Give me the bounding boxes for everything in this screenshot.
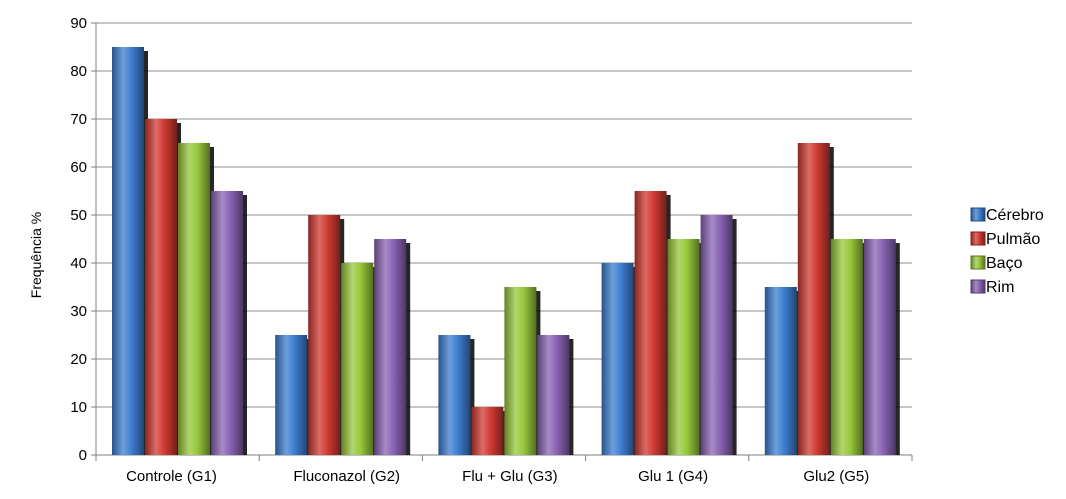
x-tick-label: Glu 1 (G4)	[638, 468, 708, 485]
bar	[178, 143, 210, 455]
legend: Cérebro Pulmão Baço Rim	[970, 207, 1044, 296]
bar	[504, 287, 537, 455]
y-tick-label: 80	[70, 63, 87, 80]
bar	[634, 191, 667, 455]
legend-swatch	[970, 255, 986, 270]
bar	[667, 239, 700, 455]
legend-label: Baço	[986, 255, 1023, 272]
x-tick-label: Fluconazol (G2)	[293, 468, 400, 485]
bar	[438, 335, 471, 455]
bar	[145, 119, 177, 455]
bars	[112, 47, 900, 455]
y-tick-label: 60	[70, 159, 87, 176]
x-tick-label: Glu2 (G5)	[803, 468, 869, 485]
bar	[537, 335, 570, 455]
bar	[601, 263, 634, 455]
legend-label: Pulmão	[986, 231, 1040, 248]
bar	[374, 239, 407, 455]
y-tick-label: 0	[79, 447, 87, 464]
x-tick-label: Flu + Glu (G3)	[462, 468, 557, 485]
bar	[308, 215, 341, 455]
x-tick-label: Controle (G1)	[126, 468, 217, 485]
bar	[764, 287, 797, 455]
y-tick-label: 30	[70, 303, 87, 320]
bar	[830, 239, 863, 455]
y-tick-label: 70	[70, 111, 87, 128]
y-tick-label: 40	[70, 255, 87, 272]
labels: 0 10 20 30 40 50 60 70 80 90 Controle (G1) Fluconaz…	[70, 15, 869, 485]
y-tick-label: 50	[70, 207, 87, 224]
legend-label: Cérebro	[986, 207, 1044, 224]
bar	[863, 239, 896, 455]
bar	[797, 143, 830, 455]
y-axis-label: Frequência %	[28, 212, 44, 298]
y-tick-label: 20	[70, 351, 87, 368]
bar	[275, 335, 308, 455]
legend-swatch	[970, 231, 986, 246]
legend-label: Rim	[986, 279, 1014, 296]
bar	[471, 407, 504, 455]
y-tick-label: 10	[70, 399, 87, 416]
legend-swatch	[970, 207, 986, 222]
y-tick-label: 90	[70, 15, 87, 32]
bar	[211, 191, 243, 455]
legend-swatch	[970, 279, 986, 294]
bar	[700, 215, 733, 455]
bar	[112, 47, 144, 455]
bar	[341, 263, 374, 455]
